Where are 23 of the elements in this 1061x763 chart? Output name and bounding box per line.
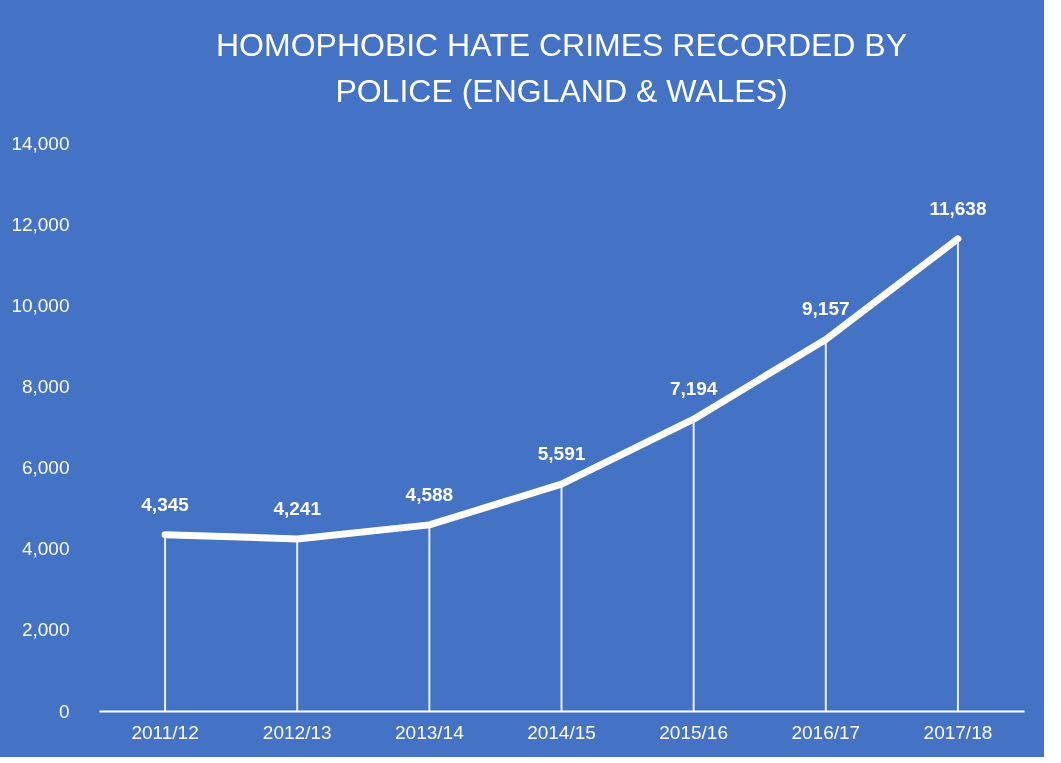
text: 9,157 bbox=[802, 298, 850, 320]
y-tick-label: 8,000 bbox=[21, 375, 70, 397]
y-tick-label: 14,000 bbox=[11, 132, 70, 154]
y-tick-label: 2,000 bbox=[21, 619, 70, 641]
text: 5,591 bbox=[537, 443, 586, 465]
y-tick-label: 6,000 bbox=[21, 457, 70, 479]
text: 4,345 bbox=[141, 493, 189, 515]
text: 7,194 bbox=[669, 378, 718, 400]
x-tick-label: 2011/12 bbox=[131, 721, 199, 743]
y-tick-label: 0 bbox=[58, 700, 70, 722]
y-tick-label: 10,000 bbox=[11, 294, 70, 316]
x-tick-label: 2017/18 bbox=[923, 721, 993, 743]
x-tick-label: 2016/17 bbox=[791, 721, 861, 743]
x-tick-label: 2013/14 bbox=[395, 721, 465, 743]
y-tick-label: 4,000 bbox=[21, 538, 70, 560]
x-tick-label: 2014/15 bbox=[527, 721, 596, 743]
x-tick-label: 2015/16 bbox=[659, 721, 728, 743]
chart-title: HOMOPHOBIC HATE CRIMES RECORDED BY POLICE (ENGLAND & WALES) bbox=[215, 27, 908, 109]
text: 4,241 bbox=[273, 497, 321, 519]
x-tick-label: 2012/13 bbox=[262, 721, 332, 743]
y-tick-label: 12,000 bbox=[11, 213, 70, 235]
text: 11,638 bbox=[929, 197, 987, 219]
text: 4,588 bbox=[405, 483, 454, 505]
